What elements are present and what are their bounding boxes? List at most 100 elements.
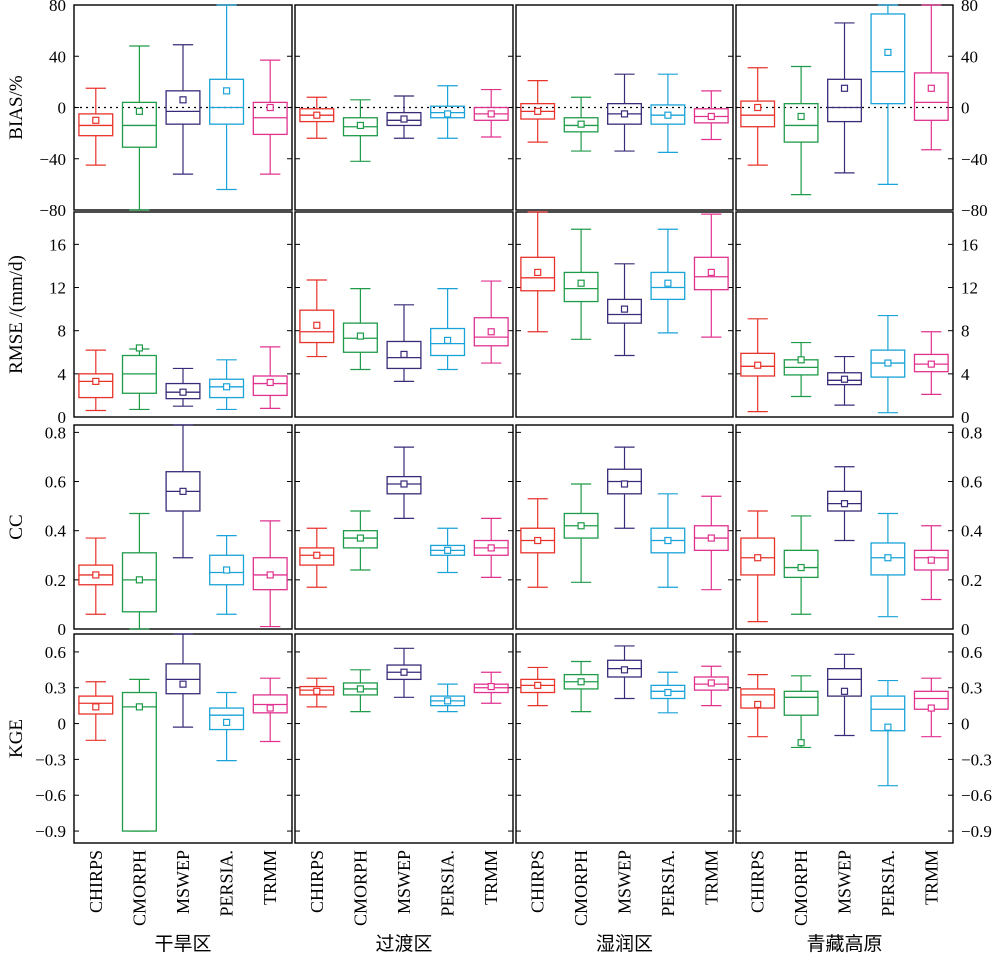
box-cmorph [342, 288, 378, 371]
box-trmm [913, 677, 949, 738]
mean-marker [797, 563, 805, 572]
box-persia [650, 493, 686, 588]
mean-marker [179, 487, 187, 495]
iqr-box [827, 78, 862, 123]
panel-4-4 [735, 633, 954, 844]
panel-frame [515, 633, 734, 844]
panel-4-2 [294, 633, 514, 844]
panel-frame [294, 211, 514, 418]
box-chirps [740, 318, 776, 413]
mean-marker [797, 356, 805, 364]
mean-marker [266, 103, 274, 112]
box-cmorph [563, 96, 599, 152]
mean-marker [620, 666, 629, 674]
panel-frame [73, 211, 293, 418]
box-mswep [165, 44, 201, 175]
box-persia [430, 527, 466, 574]
y-tick-label-left: 0.4 [45, 522, 67, 541]
x-category-label: TRMM [481, 850, 501, 905]
box-mswep [607, 263, 642, 357]
mean-marker [179, 388, 187, 396]
iqr-box [740, 100, 776, 128]
region-label: 湿润区 [596, 933, 653, 955]
mean-marker [884, 554, 892, 562]
box-persia [650, 73, 686, 153]
iqr-box [299, 547, 335, 566]
y-axis-label: BIAS/% [6, 75, 27, 140]
box-cmorph [783, 341, 819, 398]
mean-marker [356, 121, 364, 130]
mean-marker [266, 704, 274, 712]
iqr-box [870, 13, 906, 105]
box-trmm [252, 520, 288, 628]
y-tick-label-right: 0 [961, 99, 970, 118]
box-cmorph [342, 510, 378, 571]
y-tick-label-right: 0 [961, 408, 970, 427]
iqr-box [827, 490, 862, 512]
box-cmorph [121, 678, 157, 832]
iqr-box [740, 537, 776, 576]
box-chirps [520, 666, 556, 707]
y-tick-label-left: 0.6 [45, 473, 66, 492]
x-category-label: CHIRPS [528, 850, 548, 913]
mean-marker [577, 522, 585, 530]
iqr-box [740, 352, 776, 377]
x-category-label: MSWEP [173, 850, 193, 914]
mean-marker [400, 668, 408, 676]
y-tick-label-right: 0.3 [961, 679, 982, 698]
box-persia [209, 359, 245, 411]
iqr-box [783, 103, 819, 143]
x-category-label: PERSIA. [217, 850, 237, 917]
y-tick-label-left: 4 [58, 365, 67, 384]
mean-marker [884, 48, 892, 57]
mean-marker [707, 112, 715, 121]
mean-marker [179, 96, 187, 104]
x-category-label: MSWEP [615, 850, 635, 914]
y-tick-label-left: 0 [58, 408, 67, 427]
y-tick-label-right: 80 [961, 0, 978, 15]
box-mswep [827, 466, 862, 542]
x-category-label: CMORPH [791, 850, 811, 926]
box-chirps [78, 87, 114, 166]
box-mswep [827, 355, 862, 406]
x-category-label: CMORPH [350, 850, 370, 926]
mean-marker [754, 700, 762, 709]
mean-marker [664, 536, 672, 545]
y-tick-label-right: 0.2 [961, 571, 982, 590]
box-mswep [607, 645, 642, 700]
box-cmorph [783, 515, 819, 615]
box-persia [650, 228, 686, 334]
box-mswep [165, 367, 201, 407]
mean-marker [444, 697, 452, 705]
mean-marker [487, 328, 495, 336]
iqr-box [827, 372, 862, 386]
box-trmm [252, 677, 288, 743]
mean-marker [664, 111, 672, 119]
mean-marker [400, 350, 408, 359]
x-category-label: TRMM [701, 850, 721, 905]
iqr-box [252, 375, 288, 397]
region-label: 干旱区 [154, 934, 211, 955]
iqr-box [209, 378, 245, 399]
box-chirps [78, 681, 114, 741]
box-persia [870, 4, 906, 185]
y-tick-label-left: 0 [58, 99, 67, 118]
iqr-box [563, 271, 599, 303]
iqr-box [870, 542, 906, 576]
iqr-box [121, 552, 157, 613]
panel-frame [735, 211, 954, 418]
y-tick-label-left: 40 [49, 47, 66, 66]
y-tick-label-right: −0.3 [961, 750, 992, 769]
mean-marker [620, 305, 629, 313]
mean-marker [927, 556, 935, 564]
box-mswep [386, 647, 422, 698]
box-persia [430, 85, 466, 139]
mean-marker [487, 544, 495, 552]
iqr-box [78, 373, 114, 399]
mean-marker [223, 87, 231, 95]
y-tick-label-left: 12 [49, 279, 66, 298]
x-category-label: MSWEP [394, 850, 414, 914]
box-cmorph [342, 669, 378, 713]
mean-marker [92, 571, 100, 579]
